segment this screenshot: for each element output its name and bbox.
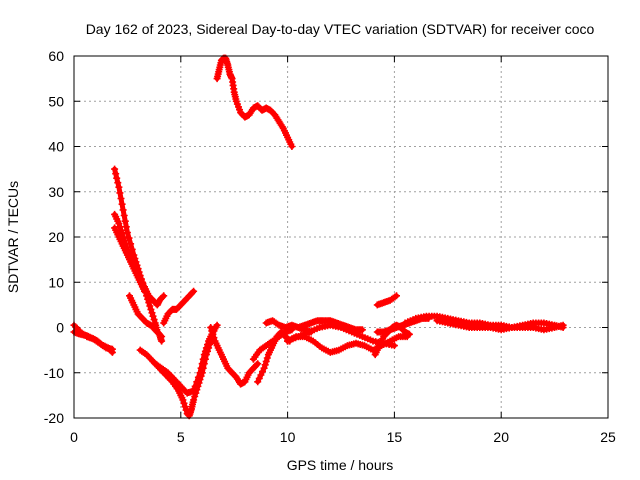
series-track-11 [213, 54, 296, 150]
data-point-marker [253, 361, 261, 369]
plot-frame [73, 55, 609, 419]
data-point-marker [405, 330, 413, 338]
data-point-marker [189, 288, 196, 296]
y-axis-tick-labels: -20 -10 0 10 20 30 40 50 60 [44, 48, 64, 426]
y-tick-label: 40 [48, 139, 64, 155]
data-point-marker [199, 355, 207, 363]
data-point-marker [146, 302, 154, 310]
series-track-2 [70, 328, 116, 353]
series-track-7 [160, 287, 198, 327]
data-point-marker [198, 360, 206, 368]
data-point-marker [358, 326, 366, 334]
data-point-marker [180, 399, 188, 407]
data-point-marker [116, 189, 124, 197]
data-point-marker [210, 334, 218, 342]
data-point-marker [197, 364, 205, 372]
y-tick-label: 0 [56, 320, 64, 336]
data-point-marker [123, 229, 131, 236]
series-track-6 [126, 292, 166, 345]
data-point-marker [202, 344, 210, 352]
data-point-marker [390, 342, 398, 350]
data-point-marker [207, 324, 215, 331]
series-track-10 [207, 324, 262, 388]
data-point-marker [263, 354, 271, 362]
x-tick-label: 0 [70, 429, 78, 445]
x-tick-label: 20 [493, 429, 509, 445]
data-point-marker [200, 351, 208, 359]
x-axis-tick-labels: 0 5 10 15 20 25 [70, 429, 616, 445]
x-tick-label: 25 [600, 429, 616, 445]
data-point-marker [121, 217, 129, 225]
data-point-marker [116, 223, 124, 231]
data-point-marker [113, 174, 121, 182]
data-point-marker [191, 382, 199, 390]
data-point-marker [111, 165, 119, 173]
y-tick-label: 10 [48, 274, 64, 290]
data-point-marker [119, 206, 127, 214]
x-tick-label: 15 [387, 429, 403, 445]
data-point-marker [213, 321, 221, 329]
data-point-marker [208, 327, 216, 335]
x-axis-label: GPS time / hours [287, 457, 394, 473]
data-point-marker [115, 219, 123, 227]
data-point-marker [147, 305, 155, 313]
data-point-marker [194, 373, 202, 381]
data-point-marker [393, 292, 400, 300]
data-point-marker [260, 364, 268, 372]
data-point-marker [204, 341, 211, 348]
data-point-marker [288, 143, 296, 150]
x-tick-label: 5 [177, 429, 185, 445]
data-point-marker [118, 200, 126, 208]
data-point-marker [179, 396, 187, 404]
data-point-marker [190, 287, 198, 295]
y-tick-label: 60 [48, 48, 64, 64]
data-point-marker [114, 179, 122, 187]
data-point-marker [122, 223, 130, 231]
data-point-marker [141, 287, 148, 295]
data-point-marker [209, 330, 217, 338]
y-tick-label: -10 [44, 365, 64, 381]
series-track-17 [294, 317, 366, 334]
data-point-marker [262, 357, 270, 365]
y-axis-label: SDTVAR / TECUs [5, 181, 21, 293]
y-tick-label: -20 [44, 410, 64, 426]
y-tick-label: 20 [48, 229, 64, 245]
chart-title: Day 162 of 2023, Sidereal Day-to-day VTE… [86, 21, 595, 37]
data-point-marker [261, 361, 269, 369]
data-point-marker [150, 316, 158, 324]
data-point-marker [115, 183, 123, 191]
series-track-5 [111, 224, 148, 295]
data-point-marker [201, 347, 209, 355]
series-track-9 [151, 321, 221, 397]
y-tick-label: 50 [48, 93, 64, 109]
data-point-marker [149, 312, 157, 320]
x-tick-label: 10 [280, 429, 296, 445]
data-series [70, 54, 567, 420]
data-point-marker [190, 396, 198, 404]
data-point-marker [125, 234, 133, 242]
data-point-marker [158, 337, 166, 345]
data-point-marker [117, 195, 125, 202]
data-point-marker [191, 393, 199, 400]
data-point-marker [145, 299, 153, 307]
data-point-marker [148, 309, 156, 317]
data-point-marker [196, 369, 204, 377]
data-point-marker [160, 292, 168, 300]
data-point-marker [108, 345, 116, 353]
data-point-marker [128, 245, 136, 253]
data-point-marker [559, 321, 567, 329]
data-point-marker [120, 212, 128, 219]
series-track-22 [433, 317, 567, 334]
data-point-marker [190, 387, 198, 395]
data-point-marker [193, 378, 201, 386]
data-point-marker [112, 170, 120, 178]
data-point-marker [181, 403, 189, 411]
data-point-marker [254, 360, 262, 368]
series-track-20 [373, 292, 400, 309]
data-point-marker [159, 293, 167, 301]
y-tick-label: 30 [48, 184, 64, 200]
